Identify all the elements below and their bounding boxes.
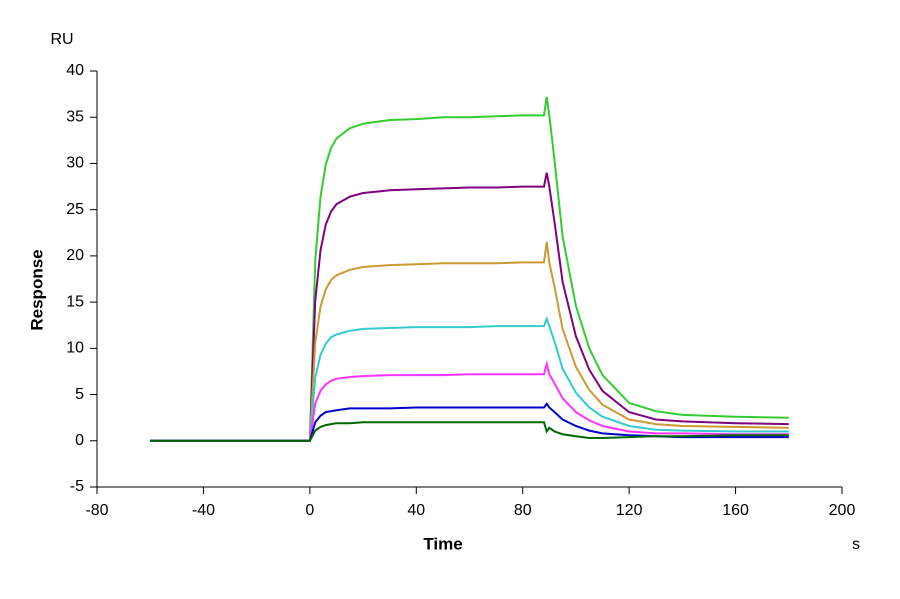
series-line bbox=[150, 96, 789, 442]
series-line bbox=[150, 241, 789, 442]
y-tick-label: 25 bbox=[66, 201, 84, 218]
y-tick-label: 30 bbox=[66, 155, 84, 172]
y-unit: RU bbox=[50, 31, 73, 48]
y-tick-label: 0 bbox=[75, 432, 84, 449]
x-tick-label: -40 bbox=[192, 502, 215, 519]
x-tick-label: 120 bbox=[616, 502, 643, 519]
y-tick-label: 40 bbox=[66, 62, 84, 79]
y-tick-label: 20 bbox=[66, 247, 84, 264]
series-line bbox=[150, 360, 789, 442]
x-tick-label: 160 bbox=[722, 502, 749, 519]
series-line bbox=[150, 172, 789, 442]
y-tick-label: 5 bbox=[75, 386, 84, 403]
x-axis-label: Time bbox=[423, 534, 462, 553]
series-line bbox=[150, 421, 789, 442]
x-tick-label: 40 bbox=[407, 502, 425, 519]
y-tick-label: 15 bbox=[66, 293, 84, 310]
x-unit: s bbox=[852, 536, 860, 553]
x-tick-label: 80 bbox=[514, 502, 532, 519]
x-tick-label: -80 bbox=[85, 502, 108, 519]
y-tick-label: 35 bbox=[66, 108, 84, 125]
y-tick-label: 10 bbox=[66, 340, 84, 357]
x-tick-label: 0 bbox=[305, 502, 314, 519]
y-axis-label: Response bbox=[27, 249, 46, 330]
y-tick-label: -5 bbox=[70, 478, 84, 495]
x-tick-label: 200 bbox=[829, 502, 856, 519]
